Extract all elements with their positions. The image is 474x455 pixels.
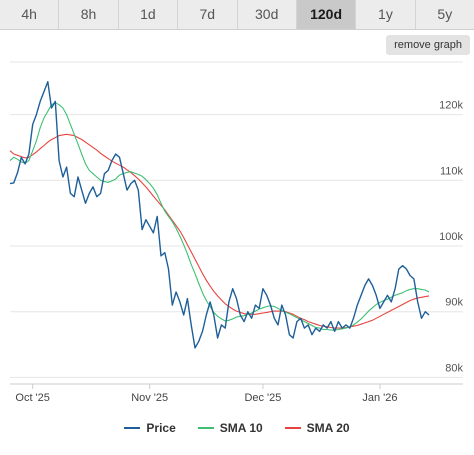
series-line-sma-10 — [9, 102, 430, 331]
x-tick-label: Nov '25 — [131, 392, 168, 404]
legend-item-price[interactable]: Price — [124, 421, 176, 435]
y-tick-label: 80k — [445, 362, 463, 374]
legend-label: SMA 10 — [219, 421, 263, 435]
tab-5y[interactable]: 5y — [437, 6, 453, 22]
series-line-price — [9, 80, 430, 349]
legend-swatch — [197, 427, 214, 429]
y-tick-label: 100k — [439, 231, 463, 243]
y-axis: 80k 90k 100k 110k 120k — [439, 100, 463, 375]
legend-label: SMA 20 — [306, 421, 350, 435]
price-chart: 80k 90k 100k 110k 120k Oct '25 Nov '25 Dec '25… — [9, 61, 463, 404]
chart-legend: Price SMA 10 SMA 20 — [0, 418, 474, 438]
x-tick-label: Dec '25 — [244, 392, 281, 404]
legend-swatch — [124, 427, 141, 429]
remove-graph-button[interactable]: remove graph — [386, 35, 470, 55]
chart-gridlines — [10, 61, 463, 378]
tab-1d[interactable]: 1d — [119, 0, 179, 29]
y-tick-label: 110k — [440, 165, 464, 177]
timeframe-tabs: 4h 8h 1d 7d 30d 120d 1y 5y — [0, 0, 474, 30]
tab-4h[interactable]: 4h — [0, 0, 60, 29]
x-axis: Oct '25 Nov '25 Dec '25 Jan '26 — [10, 383, 463, 404]
tab-8h[interactable]: 8h — [59, 0, 119, 29]
tab-30d[interactable]: 30d — [238, 0, 297, 29]
y-tick-label: 120k — [439, 100, 463, 112]
chart-series — [9, 80, 430, 349]
legend-item-sma-20[interactable]: SMA 20 — [284, 421, 350, 435]
series-line-sma-20 — [9, 133, 430, 329]
legend-swatch — [284, 427, 301, 429]
tab-7d[interactable]: 7d — [178, 0, 238, 29]
tab-120d[interactable]: 120d — [296, 0, 357, 29]
legend-item-sma-10[interactable]: SMA 10 — [197, 421, 263, 435]
y-tick-label: 90k — [445, 297, 463, 309]
tab-1y[interactable]: 1y — [356, 0, 416, 29]
x-tick-label: Oct '25 — [15, 392, 50, 404]
x-tick-label: Jan '26 — [362, 392, 397, 404]
legend-label: Price — [146, 421, 176, 435]
